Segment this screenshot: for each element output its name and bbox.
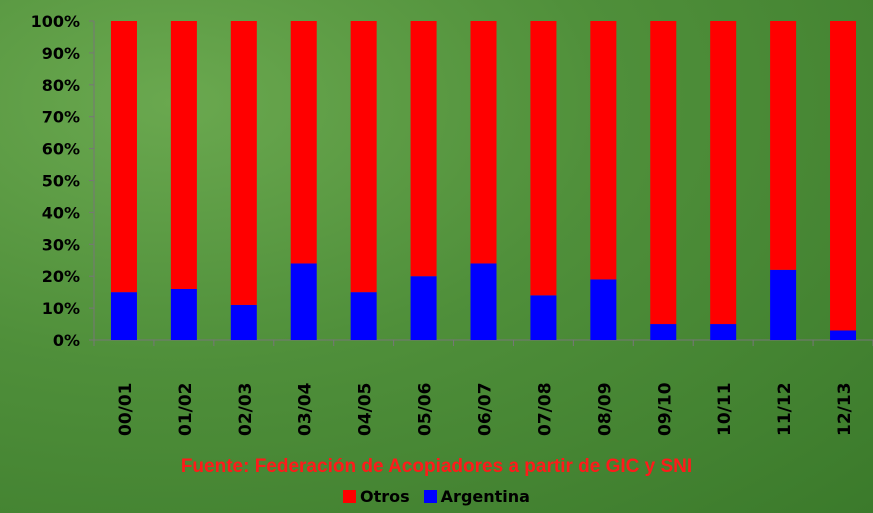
bar-argentina-04-05 xyxy=(350,292,377,340)
bar-otros-12-13 xyxy=(830,21,857,331)
y-tick-label: 90% xyxy=(42,44,80,63)
bar-otros-00-01 xyxy=(110,21,137,293)
y-tick-label: 30% xyxy=(42,235,80,254)
bar-argentina-10-11 xyxy=(710,324,737,340)
y-tick-label: 0% xyxy=(53,331,80,350)
legend-label-otros: Otros xyxy=(360,487,410,506)
bar-otros-04-05 xyxy=(350,21,377,293)
legend: Otros Argentina xyxy=(0,487,873,506)
legend-swatch-otros xyxy=(343,490,357,503)
y-tick-label: 70% xyxy=(42,108,80,127)
x-tick-label: 02/03 xyxy=(236,382,256,436)
x-tick-label: 07/08 xyxy=(535,382,555,436)
chart-source-note: Fuente: Federación de Acopiadores a part… xyxy=(180,456,693,477)
bar-argentina-01-02 xyxy=(170,288,197,340)
bar-otros-05-06 xyxy=(410,21,437,277)
y-tick-label: 80% xyxy=(42,76,80,95)
legend-swatch-argentina xyxy=(423,490,437,503)
x-tick-label: 03/04 xyxy=(296,382,316,436)
x-tick-label: 12/13 xyxy=(835,382,855,436)
bar-argentina-03-04 xyxy=(290,263,317,340)
bar-otros-02-03 xyxy=(230,21,257,305)
bar-otros-06-07 xyxy=(470,21,497,264)
y-tick-label: 50% xyxy=(42,172,80,191)
x-tick-label: 01/02 xyxy=(176,382,196,436)
y-tick-label: 60% xyxy=(42,140,80,159)
x-tick-label: 04/05 xyxy=(356,382,376,436)
bar-argentina-06-07 xyxy=(470,263,497,340)
legend-item-otros: Otros xyxy=(343,487,410,506)
x-tick-label: 00/01 xyxy=(116,382,136,436)
y-tick-label: 20% xyxy=(42,267,80,286)
bar-argentina-07-08 xyxy=(530,295,557,340)
bar-argentina-08-09 xyxy=(590,279,617,340)
bar-argentina-00-01 xyxy=(110,292,137,340)
x-tick-label: 08/09 xyxy=(595,382,615,436)
bar-otros-01-02 xyxy=(170,21,197,289)
bar-argentina-12-13 xyxy=(830,330,857,340)
bar-argentina-11-12 xyxy=(770,269,797,340)
legend-label-argentina: Argentina xyxy=(440,487,530,506)
bar-otros-03-04 xyxy=(290,21,317,264)
legend-item-argentina: Argentina xyxy=(423,487,530,506)
bar-argentina-09-10 xyxy=(650,324,677,340)
bar-argentina-02-03 xyxy=(230,304,257,340)
bar-otros-07-08 xyxy=(530,21,557,296)
bar-argentina-05-06 xyxy=(410,276,437,340)
y-tick-label: 40% xyxy=(42,203,80,222)
x-tick-label: 06/07 xyxy=(476,382,496,436)
x-tick-label: 11/12 xyxy=(775,382,795,436)
y-tick-label: 10% xyxy=(42,299,80,318)
bar-otros-10-11 xyxy=(710,21,737,325)
bar-otros-08-09 xyxy=(590,21,617,280)
x-tick-label: 09/10 xyxy=(655,382,675,436)
bar-otros-11-12 xyxy=(770,21,797,270)
bar-otros-09-10 xyxy=(650,21,677,325)
x-tick-label: 05/06 xyxy=(416,382,436,436)
y-tick-label: 100% xyxy=(31,12,80,31)
x-tick-label: 10/11 xyxy=(715,382,735,436)
